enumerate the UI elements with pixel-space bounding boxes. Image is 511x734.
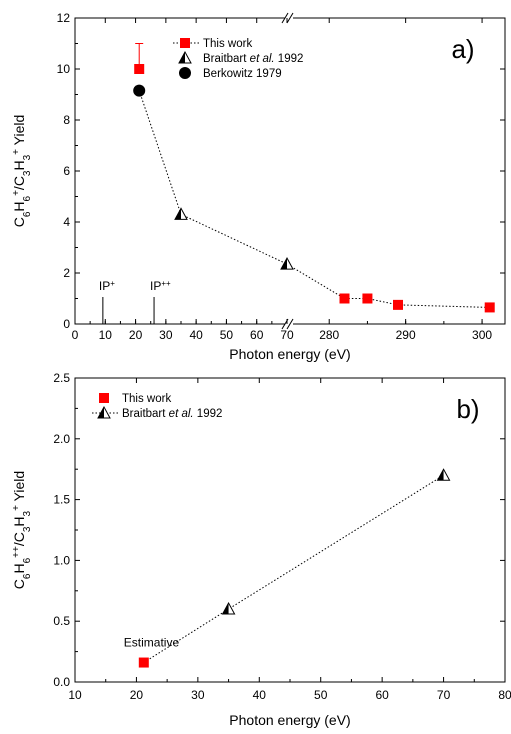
series-line [143,474,444,663]
y-tick-label: 2 [63,266,70,280]
x-tick-label: 30 [159,328,173,342]
legend-marker [180,38,190,48]
x-axis-title: Photon energy (eV) [229,712,350,728]
y-axis-title: C6H6++/C3H3+ Yield [11,471,33,589]
x-tick-label: 20 [130,688,144,702]
data-point [484,302,495,313]
x-tick-label: 280 [319,328,339,342]
panel-a-chart: 0 10 20 30 40 50 60 70 280 290 300 0 2 4 6 8 10 12 IP+ IP++… [11,11,506,362]
data-point [138,657,149,668]
y-tick-label: 12 [57,11,71,25]
panel-b-chart: 10 20 30 40 50 60 70 80 0.0 0.5 1.0 1.5 2.0 2.5 Estima… [11,371,511,728]
legend-marker [99,393,109,403]
data-point [280,257,294,270]
data-point [133,84,146,97]
x-tick-label: 290 [396,328,416,342]
y-tick-label: 8 [63,113,70,127]
x-tick-label: 0 [72,328,79,342]
legend-entry: This work [122,393,171,405]
y-tick-label: 0 [63,317,70,331]
y-tick-label: 0.0 [53,675,70,689]
data-point [174,207,188,220]
x-tick-label: 70 [437,688,451,702]
y-tick-label: 2.0 [53,432,70,446]
axis-break-top [281,12,294,24]
x-tick-label: 40 [253,688,267,702]
data-point [362,293,373,304]
data-point [134,64,145,74]
y-tick-label: 4 [63,215,70,229]
estimative-annotation: Estimative [124,636,180,650]
legend-entry: This work [203,38,252,50]
series-line [138,90,490,308]
x-tick-label: 30 [191,688,205,702]
panel-label: b) [456,394,479,424]
y-tick-label: 6 [63,164,70,178]
panel-label: a) [451,34,474,64]
ip-annotation: IP+ [99,279,115,294]
legend-marker [179,67,191,79]
x-tick-label: 60 [250,328,264,342]
y-tick-label: 1.0 [53,553,70,567]
x-tick-label: 20 [129,328,143,342]
y-tick-label: 0.5 [53,614,70,628]
data-point [393,299,403,310]
x-axis-title: Photon energy (eV) [229,346,350,362]
legend-marker [97,405,111,419]
x-tick-label: 10 [99,328,113,342]
x-tick-label: 10 [68,688,82,702]
legend-entry: Braitbart et al. 1992 [203,53,303,65]
data-point [339,293,350,304]
data-point [221,601,236,615]
data-point [436,468,451,481]
x-tick-label: 50 [220,328,234,342]
legend-entry: Braitbart et al. 1992 [122,408,222,420]
y-tick-label: 2.5 [53,371,70,385]
x-tick-label: 80 [498,688,511,702]
x-tick-label: 300 [472,328,492,342]
y-tick-label: 10 [57,62,71,76]
x-tick-label: 40 [189,328,203,342]
legend-entry: Berkowitz 1979 [203,68,282,80]
ip-annotation: IP++ [150,279,171,294]
legend-marker [178,50,192,64]
y-tick-label: 1.5 [53,493,70,507]
x-tick-label: 60 [375,688,389,702]
x-tick-label: 70 [280,328,294,342]
x-tick-label: 50 [314,688,328,702]
y-axis-title: C6H6+/C3H3+ Yield [11,115,33,228]
